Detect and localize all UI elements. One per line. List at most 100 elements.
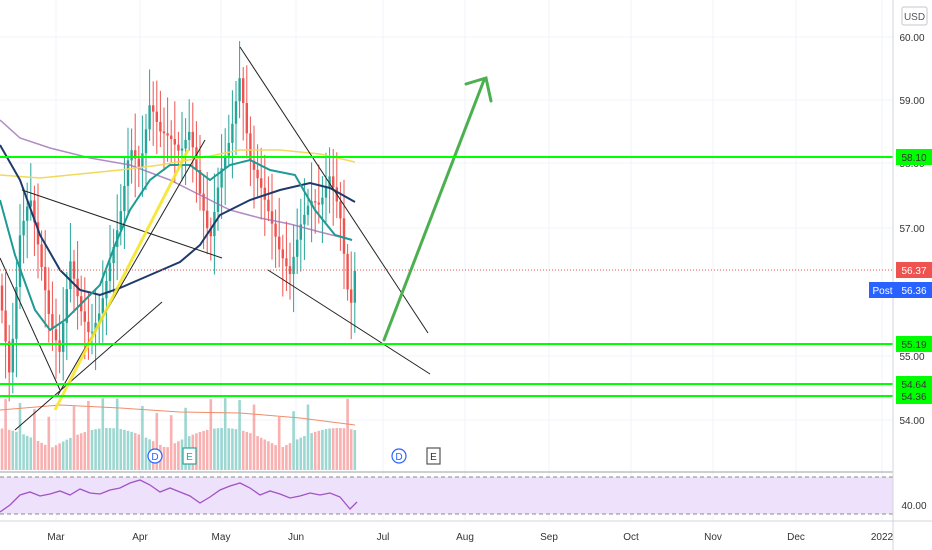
volume-bar [267,441,270,470]
volume-bar [25,435,29,470]
candle-body [11,338,14,373]
x-tick-label: Dec [787,532,805,543]
volume-bar [270,443,274,470]
candle-body [15,286,18,339]
candle-body [227,142,230,156]
candle-body [29,200,32,207]
volume-bar [61,441,65,470]
volume-bar [36,441,40,470]
candle-body [238,78,241,102]
post-price-tag [896,282,932,298]
x-tick-label: Aug [456,532,474,543]
volume-bar [43,444,47,470]
volume-bar [223,398,227,470]
dividend-marker-label: D [151,452,158,463]
candle-body [173,139,176,145]
volume-bar [47,416,51,470]
candle-body [54,329,58,341]
x-tick-label: Oct [623,532,639,543]
candle-body [87,321,90,332]
y-tick-label: 54.00 [899,416,924,427]
dividend-marker-future-label: D [395,452,402,463]
candle-body [22,220,25,236]
horizontal-levels [0,156,893,397]
volume-bar [205,429,209,470]
earnings-marker-label: E [186,452,193,463]
volume-bar [252,404,256,470]
candle-body [321,197,324,205]
candle-body [180,148,184,151]
volume-bar [335,428,339,470]
volume-bar [137,434,141,470]
dividend-marker-future [391,448,407,464]
volume-bar [141,405,144,470]
volume-bar [69,437,72,470]
volume-bar [162,446,166,470]
candle-body [105,280,108,299]
candle-body [94,322,97,332]
candle-body [108,263,112,281]
candle-body [40,244,43,268]
earnings-marker [182,447,197,465]
volume-bar [166,447,169,470]
candle-body [83,311,86,322]
volume-bar [213,428,216,470]
volume-bar [76,434,79,470]
candle-body [263,187,266,200]
volume-bar [130,431,133,470]
volume-bar [79,433,83,470]
currency-badge[interactable] [901,6,928,26]
candle-body [119,211,122,231]
volume-ma [0,404,356,426]
x-tick-label: Nov [704,532,722,543]
candle-body [270,211,274,224]
x-axis-labels: Mar Apr May Jun Jul Aug Sep Oct Nov Dec 2022 [47,532,893,543]
candle-body [245,103,248,134]
volume-bar [40,442,43,470]
candle-body [162,131,166,134]
y-tick-label: 57.00 [899,224,924,235]
volume-bar [259,437,263,470]
candle-body [231,123,234,143]
volume-bar [29,437,33,470]
candle-body [130,150,133,161]
candle-body [306,205,310,215]
candle-body [36,222,40,245]
x-tick-label: 2022 [871,532,894,543]
volume-bar [285,445,288,470]
candle-body [47,290,50,315]
level-tag [896,149,932,165]
candle-body [346,253,349,290]
volume-bar [18,402,22,470]
ma-teal [0,158,353,332]
volume-bar [65,439,69,470]
x-tick-label: Jul [377,532,390,543]
candle-body [0,285,4,311]
x-tick-label: Sep [540,532,558,543]
volume-bar [281,446,285,470]
candle-body [123,185,126,212]
dividend-marker [147,448,163,464]
volume-bar [303,436,306,470]
candle-body [198,170,202,194]
volume-bar [321,429,324,470]
volume-bar [202,430,205,470]
volume-bar [328,428,331,470]
candle-body [112,246,115,264]
candle-body [166,133,169,136]
volume-bar [295,439,299,470]
x-tick-label: Jun [288,532,304,543]
volume-bar [115,398,119,470]
candle-body [137,158,140,167]
candle-body [267,199,270,212]
volume-bar [216,428,220,470]
volume-bar [317,430,321,470]
projection-arrow [382,76,493,342]
candle-body [90,331,94,333]
grid [0,0,893,521]
rsi-band [0,477,893,514]
ma-yellow [0,149,356,179]
candle-body [260,178,263,188]
candle-body [159,121,162,132]
